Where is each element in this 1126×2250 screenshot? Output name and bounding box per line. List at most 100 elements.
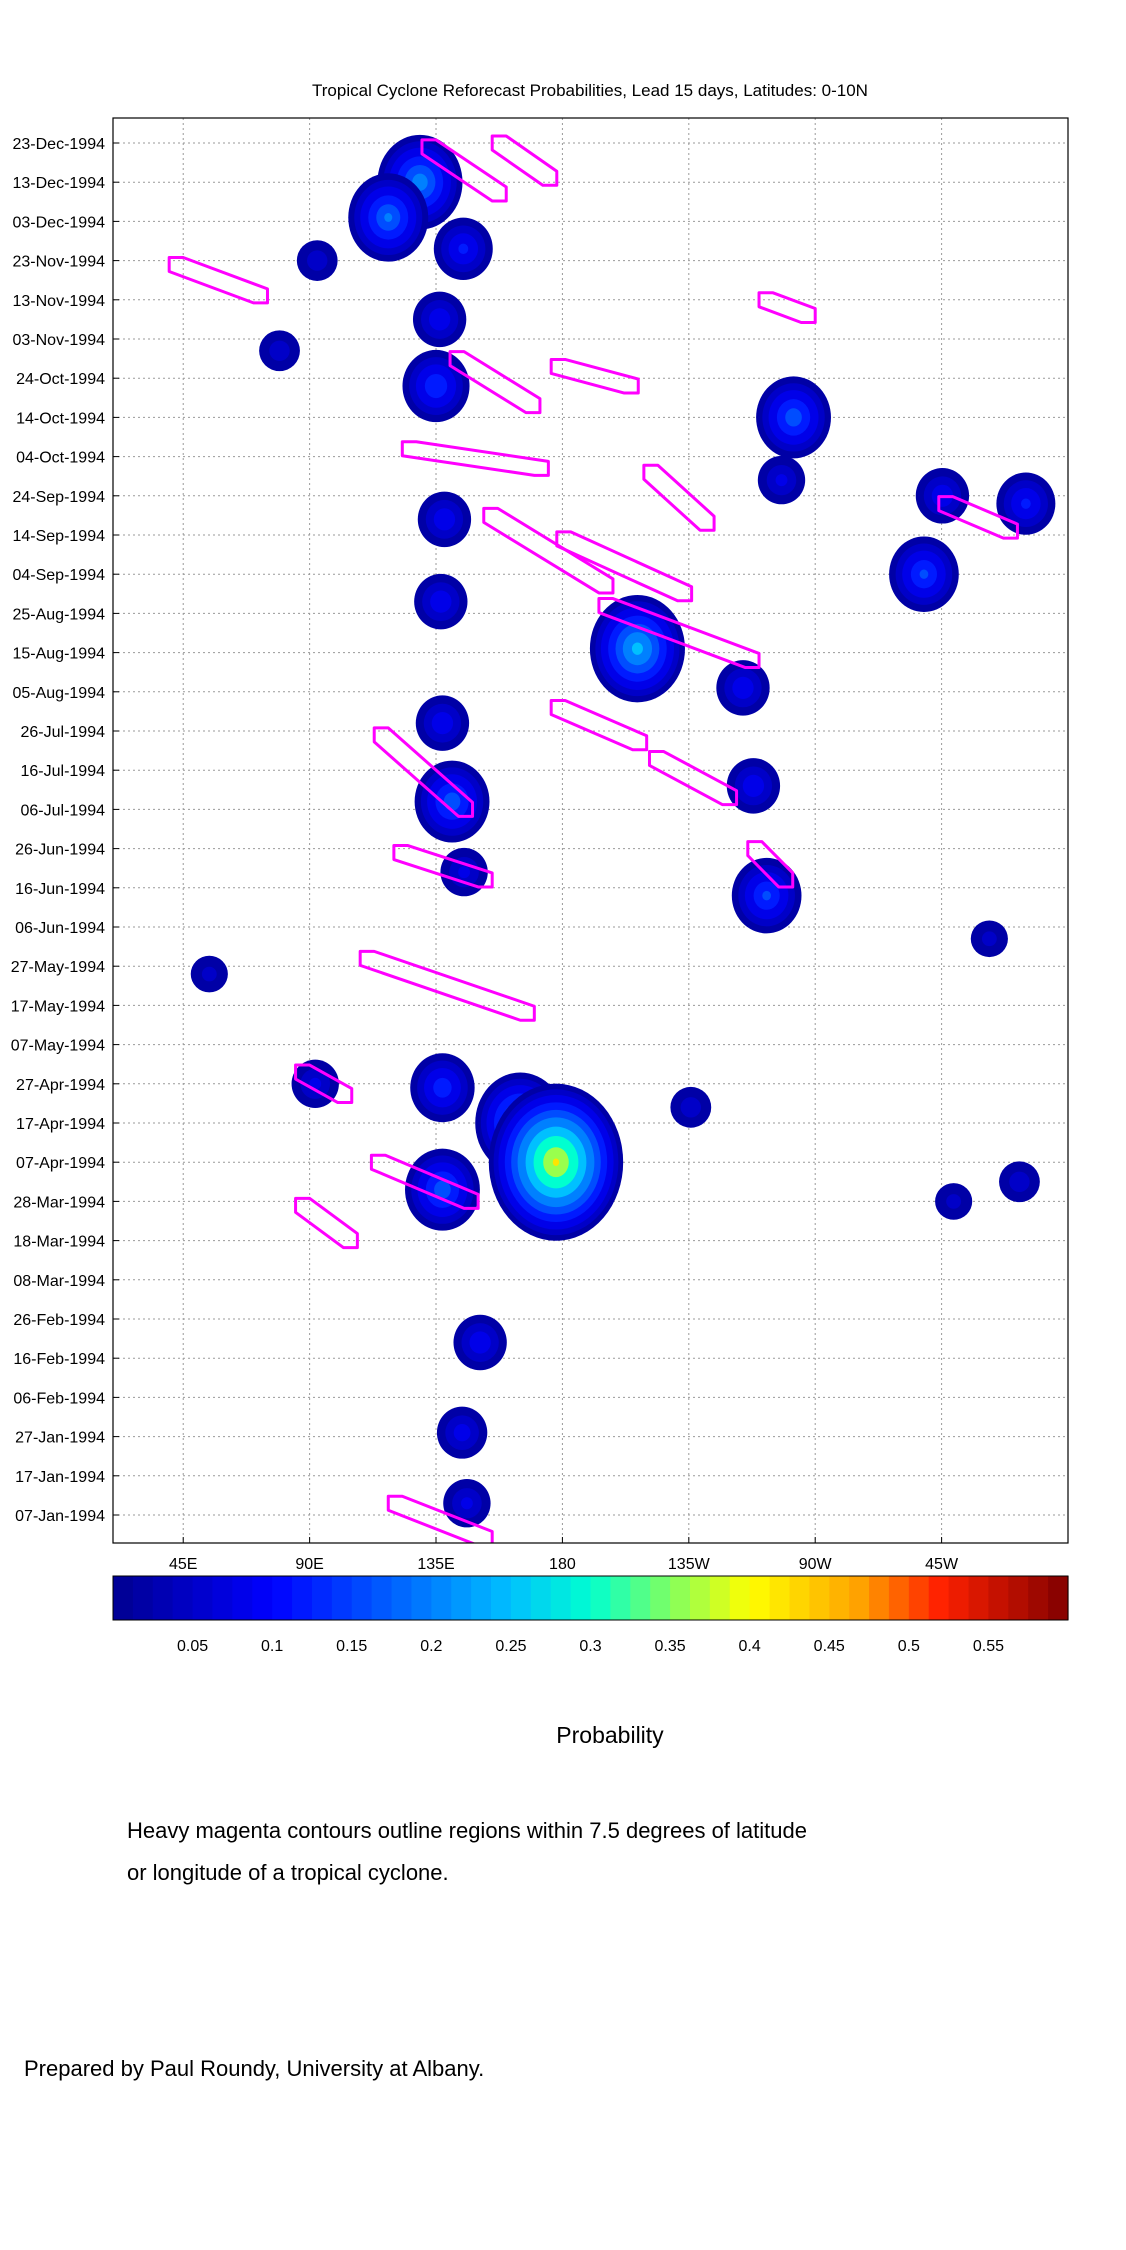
tc-contour	[358, 949, 536, 1022]
colorbar-segment	[371, 1576, 393, 1620]
probability-level	[384, 213, 393, 222]
colorbar-segment	[729, 1576, 751, 1620]
colorbar-segment	[351, 1576, 373, 1620]
probability-level	[431, 712, 454, 735]
x-tick-label: 45E	[169, 1556, 197, 1573]
colorbar-segment	[331, 1576, 353, 1620]
y-tick-label: 07-Jan-1994	[15, 1508, 105, 1525]
colorbar-tick-label: 0.55	[973, 1638, 1004, 1655]
probability-level	[469, 1331, 491, 1354]
y-tick-label: 23-Dec-1994	[13, 136, 106, 153]
colorbar-segment	[530, 1576, 552, 1620]
probability-level	[430, 590, 452, 613]
y-tick-label: 06-Feb-1994	[13, 1390, 105, 1407]
y-tick-label: 16-Jun-1994	[15, 881, 105, 898]
y-tick-label: 27-Apr-1994	[16, 1077, 105, 1094]
tc-contour	[555, 530, 694, 603]
y-tick-label: 26-Feb-1994	[13, 1312, 105, 1329]
colorbar-segment	[192, 1576, 214, 1620]
colorbar-segment	[232, 1576, 253, 1620]
y-tick-label: 25-Aug-1994	[12, 606, 105, 623]
colorbar-segment	[650, 1576, 671, 1620]
colorbar-tick-label: 0.3	[579, 1638, 601, 1655]
y-tick-label: 03-Nov-1994	[13, 332, 106, 349]
y-tick-label: 18-Mar-1994	[13, 1234, 105, 1251]
colorbar-tick-label: 0.25	[495, 1638, 526, 1655]
colorbar-segment	[391, 1576, 413, 1620]
colorbar-segment	[869, 1576, 890, 1620]
colorbar-frame	[112, 1575, 1069, 1621]
y-tick-label: 03-Dec-1994	[13, 214, 106, 231]
probability-blob	[402, 349, 470, 423]
colorbar-segment	[132, 1576, 154, 1620]
probability-blob	[716, 660, 770, 716]
tropical-cyclone-contours	[167, 134, 1019, 1543]
y-axis: 23-Dec-1994 13-Dec-1994 03-Dec-1994 23-Nov-…	[11, 136, 119, 1525]
tc-contour	[369, 1153, 480, 1210]
colorbar-segment	[411, 1576, 432, 1620]
probability-level	[460, 1497, 473, 1510]
y-tick-label: 17-Apr-1994	[16, 1116, 105, 1133]
colorbar-segment	[809, 1576, 830, 1620]
probability-blob	[414, 573, 468, 630]
colorbar-segment	[849, 1576, 870, 1620]
probability-blob	[670, 1086, 712, 1128]
colorbar-segment	[610, 1576, 631, 1620]
probability-level	[424, 373, 448, 399]
probability-blob	[440, 847, 488, 897]
colorbar-segment	[689, 1576, 711, 1620]
colorbar-segment	[172, 1576, 194, 1620]
colorbar-segment	[829, 1576, 850, 1620]
y-tick-label: 17-Jan-1994	[15, 1469, 105, 1486]
x-tick-label: 90E	[295, 1556, 323, 1573]
tc-contour	[294, 1196, 359, 1250]
probability-level	[552, 1158, 560, 1166]
colorbar-segment	[491, 1576, 512, 1620]
probability-level	[458, 243, 469, 255]
tc-contour	[392, 844, 494, 889]
probability-blob	[731, 857, 802, 934]
plot-frame	[112, 117, 1069, 1544]
colorbar-segment	[769, 1576, 791, 1620]
tc-contour	[746, 840, 795, 889]
colorbar-segment	[670, 1576, 691, 1620]
y-tick-label: 27-May-1994	[11, 959, 105, 976]
credit-text: Prepared by Paul Roundy, University at A…	[24, 2056, 485, 2081]
colorbar-segment	[968, 1576, 990, 1620]
colorbar-segment	[510, 1576, 532, 1620]
note-line: Heavy magenta contours outline regions w…	[127, 1818, 807, 1843]
probability-blob	[412, 291, 467, 348]
y-tick-label: 05-Aug-1994	[12, 685, 105, 702]
probability-blob	[757, 455, 806, 505]
probability-level	[981, 931, 997, 947]
tc-contour	[372, 726, 475, 818]
tc-contour	[420, 138, 508, 203]
probability-level	[269, 340, 290, 361]
x-tick-label: 90W	[799, 1556, 833, 1573]
x-tick-label: 135W	[668, 1556, 711, 1573]
tc-contour	[400, 440, 550, 477]
probability-blob	[443, 1479, 491, 1528]
colorbar-segment	[431, 1576, 452, 1620]
colorbar-segment	[888, 1576, 910, 1620]
x-tick-label: 135E	[417, 1556, 454, 1573]
tc-contour	[386, 1494, 494, 1543]
colorbar-tick-label: 0.5	[898, 1638, 920, 1655]
probability-blob	[589, 595, 685, 703]
colorbar-tick-label: 0.35	[655, 1638, 686, 1655]
colorbar-segment	[1008, 1576, 1029, 1620]
y-tick-label: 07-May-1994	[11, 1038, 105, 1055]
probability-blob	[996, 472, 1056, 535]
grid-lines	[113, 118, 1068, 1543]
probability-blob	[453, 1314, 507, 1371]
colorbar-segment	[1048, 1576, 1069, 1620]
colorbar-segment	[451, 1576, 472, 1620]
probability-level	[458, 866, 471, 879]
colorbar-segment	[550, 1576, 572, 1620]
y-tick-label: 04-Oct-1994	[16, 450, 105, 467]
probability-level	[775, 474, 788, 487]
tc-contour	[757, 291, 817, 324]
probability-level	[1009, 1171, 1030, 1192]
colorbar-segment	[252, 1576, 273, 1620]
probability-level	[631, 642, 643, 655]
